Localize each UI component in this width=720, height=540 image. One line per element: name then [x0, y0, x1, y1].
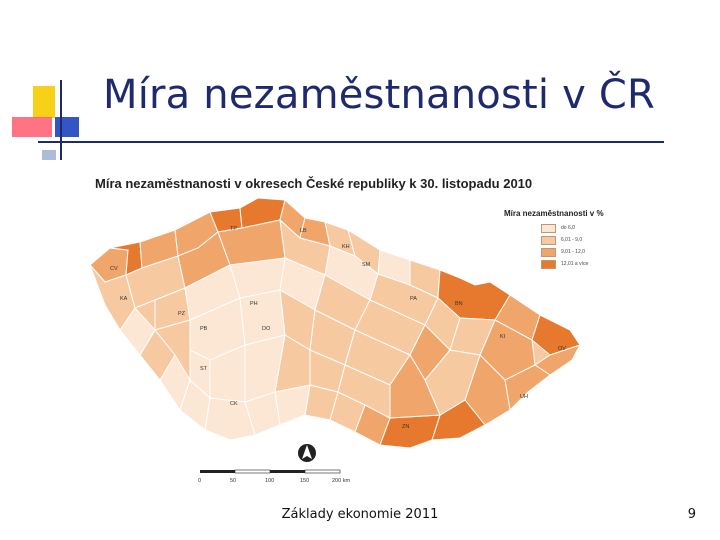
legend-swatch	[541, 259, 556, 269]
scale-tick: 0	[198, 478, 201, 484]
district-label: PH	[250, 301, 258, 307]
legend-item: 12,01 a více	[541, 259, 589, 269]
scale-tick: 150	[300, 478, 309, 484]
district-label: PZ	[178, 311, 186, 317]
district-label: KI	[500, 334, 506, 340]
district-label: TP	[230, 226, 237, 232]
district-label: UH	[520, 394, 528, 400]
legend-label: do 6,0	[561, 225, 575, 231]
slide-title: Míra nezaměstnanosti v ČR	[103, 72, 656, 118]
districts	[89, 197, 582, 449]
district-label: KA	[120, 296, 128, 302]
blue-square	[55, 117, 79, 137]
district-label: SM	[362, 262, 371, 268]
legend-label: 6,01 - 9,0	[561, 237, 583, 243]
map-title: Míra nezaměstnanosti v okresech České re…	[95, 176, 533, 191]
scale-tick: 50	[230, 478, 236, 484]
district	[337, 364, 391, 419]
legend-label: 9,01 - 12,0	[561, 249, 585, 255]
legend-swatch	[541, 235, 556, 245]
czech-unemployment-map: CV TP LB SM KA PA PZ PH PB KH BN DO ST C…	[89, 197, 582, 484]
legend-swatch	[541, 247, 556, 257]
scale-bar: 0 50 100 150 200 km	[198, 469, 350, 484]
legend-item: 6,01 - 9,0	[541, 235, 583, 245]
district-label: CK	[230, 401, 238, 407]
district-label: OV	[558, 346, 566, 352]
legend-item: 9,01 - 12,0	[541, 247, 585, 257]
district-label: BN	[455, 301, 463, 307]
title-underline	[38, 141, 664, 143]
small-square	[42, 150, 56, 160]
legend-swatch	[541, 223, 556, 233]
north-arrow-icon	[298, 444, 316, 462]
slide-footer: Základy ekonomie 2011	[281, 507, 439, 522]
district	[504, 364, 551, 412]
corner-decoration	[12, 80, 79, 160]
yellow-square	[33, 86, 55, 118]
district	[389, 354, 441, 419]
red-bar	[12, 117, 52, 137]
district-label: DO	[262, 326, 271, 332]
legend-item: do 6,0	[541, 223, 575, 233]
district-label: KH	[342, 244, 350, 250]
district-label: PB	[200, 326, 208, 332]
district	[534, 344, 582, 376]
scale-tick: 100	[265, 478, 274, 484]
district-labels: CV TP LB SM KA PA PZ PH PB KH BN DO ST C…	[110, 226, 566, 430]
district-label: PA	[410, 296, 417, 302]
district-label: ST	[200, 366, 208, 372]
legend-label: 12,01 a více	[561, 261, 589, 267]
page-number: 9	[687, 507, 696, 522]
district-label: CV	[110, 266, 118, 272]
district-label: ZN	[402, 424, 409, 430]
legend-title: Míra nezaměstnanosti v %	[504, 209, 604, 218]
district-label: LB	[300, 228, 307, 234]
vertical-line	[60, 80, 62, 160]
scale-tick: 200 km	[332, 478, 350, 484]
